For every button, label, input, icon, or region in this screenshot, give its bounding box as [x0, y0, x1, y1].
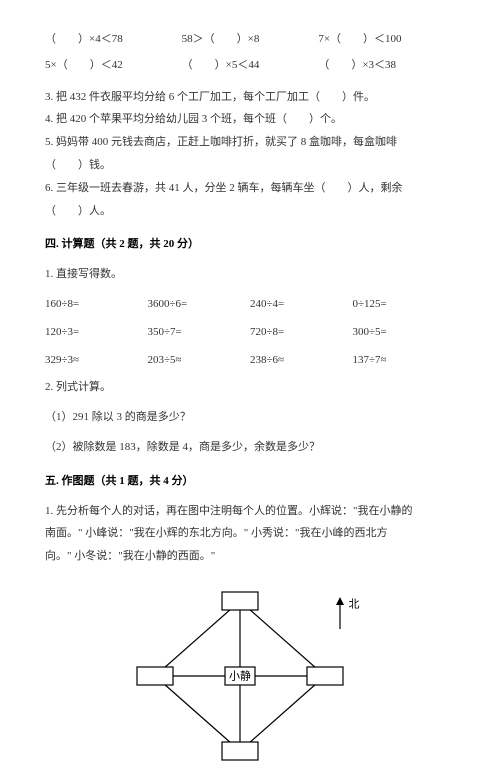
sec5-q1-line2: 南面。" 小峰说："我在小辉的东北方向。" 小秀说："我在小峰的西北方 — [45, 524, 455, 544]
arith-cell: 137÷7≈ — [353, 351, 456, 371]
fill-blank: 5×（ ）＜42 — [45, 56, 182, 76]
fill-row-1: （ ）×4＜78 58＞（ ）×8 7×（ ）＜100 — [45, 30, 455, 50]
arith-cell: 238÷6≈ — [250, 351, 353, 371]
section-5-title: 五. 作图题（共 1 题，共 4 分） — [45, 472, 455, 492]
arith-cell: 120÷3= — [45, 323, 148, 343]
problem-6-line2: （ ）人。 — [45, 202, 455, 222]
arith-cell: 720÷8= — [250, 323, 353, 343]
sec4-q2b: （2）被除数是 183，除数是 4，商是多少，余数是多少？ — [45, 438, 455, 458]
arith-row-3: 329÷3≈ 203÷5≈ 238÷6≈ 137÷7≈ — [45, 351, 455, 371]
svg-text:小静: 小静 — [229, 668, 251, 682]
problem-5-line2: （ ）钱。 — [45, 156, 455, 176]
problem-4: 4. 把 420 个苹果平均分给幼儿园 3 个班，每个班（ ）个。 — [45, 110, 455, 130]
svg-text:北: 北 — [349, 597, 360, 610]
arith-cell: 203÷5≈ — [148, 351, 251, 371]
fill-blank: （ ）×5＜44 — [182, 56, 319, 76]
sec4-q1: 1. 直接写得数。 — [45, 265, 455, 285]
fill-blank: 7×（ ）＜100 — [318, 30, 455, 50]
problem-3: 3. 把 432 件衣服平均分给 6 个工厂加工，每个工厂加工（ ）件。 — [45, 88, 455, 108]
problem-5-line1: 5. 妈妈带 400 元钱去商店，正赶上咖啡打折，就买了 8 盒咖啡，每盒咖啡 — [45, 133, 455, 153]
fill-blank: （ ）×3＜38 — [318, 56, 455, 76]
arith-cell: 350÷7= — [148, 323, 251, 343]
section-4-title: 四. 计算题（共 2 题，共 20 分） — [45, 235, 455, 255]
arith-cell: 240÷4= — [250, 295, 353, 315]
problem-6-line1: 6. 三年级一班去春游，共 41 人，分坐 2 辆车，每辆车坐（ ）人，剩余 — [45, 179, 455, 199]
position-diagram: 小静 北 — [120, 581, 380, 761]
sec5-q1-line3: 向。" 小冬说："我在小静的西面。" — [45, 547, 455, 567]
sec5-q1-line1: 1. 先分析每个人的对话，再在图中注明每个人的位置。小辉说："我在小静的 — [45, 502, 455, 522]
arith-cell: 300÷5= — [353, 323, 456, 343]
arith-cell: 329÷3≈ — [45, 351, 148, 371]
fill-row-2: 5×（ ）＜42 （ ）×5＜44 （ ）×3＜38 — [45, 56, 455, 76]
fill-blank: 58＞（ ）×8 — [182, 30, 319, 50]
arith-row-1: 160÷8= 3600÷6= 240÷4= 0÷125= — [45, 295, 455, 315]
arith-cell: 3600÷6= — [148, 295, 251, 315]
arith-cell: 160÷8= — [45, 295, 148, 315]
arith-row-2: 120÷3= 350÷7= 720÷8= 300÷5= — [45, 323, 455, 343]
fill-blank: （ ）×4＜78 — [45, 30, 182, 50]
arith-cell: 0÷125= — [353, 295, 456, 315]
sec4-q2a: （1）291 除以 3 的商是多少？ — [45, 408, 455, 428]
sec4-q2: 2. 列式计算。 — [45, 378, 455, 398]
